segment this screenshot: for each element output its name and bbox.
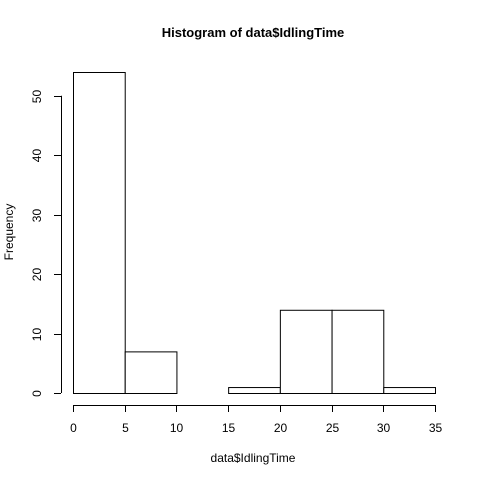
histogram-bar-20-25 [279, 309, 333, 394]
x-tick-label: 30 [377, 421, 391, 435]
y-tick-label: 50 [30, 90, 44, 104]
histogram-bar-0-5 [73, 72, 126, 394]
y-tick-label: 0 [30, 390, 44, 397]
y-axis: 0 10 20 30 40 50 [30, 90, 62, 397]
y-tick-label: 20 [30, 268, 44, 282]
histogram-bar-15-20 [228, 387, 281, 394]
histogram-bar-25-30 [331, 309, 385, 394]
x-axis-label: data$IdlingTime [211, 451, 296, 465]
histogram-bar-5-10 [124, 351, 178, 394]
histogram-bars [73, 72, 436, 394]
y-axis-label: Frequency [2, 204, 16, 261]
x-tick-label: 35 [429, 421, 443, 435]
x-tick-label: 20 [274, 421, 288, 435]
x-tick-label: 0 [70, 421, 77, 435]
x-tick-label: 15 [222, 421, 236, 435]
x-tick-label: 5 [122, 421, 129, 435]
chart-title: Histogram of data$IdlingTime [162, 25, 345, 40]
x-axis: 0 5 10 15 20 25 30 35 [70, 405, 442, 435]
x-tick-label: 10 [170, 421, 184, 435]
y-tick-label: 30 [30, 209, 44, 223]
x-tick-label: 25 [326, 421, 340, 435]
y-tick-label: 40 [30, 149, 44, 163]
histogram-bar-30-35 [383, 387, 436, 394]
y-tick-label: 10 [30, 328, 44, 342]
